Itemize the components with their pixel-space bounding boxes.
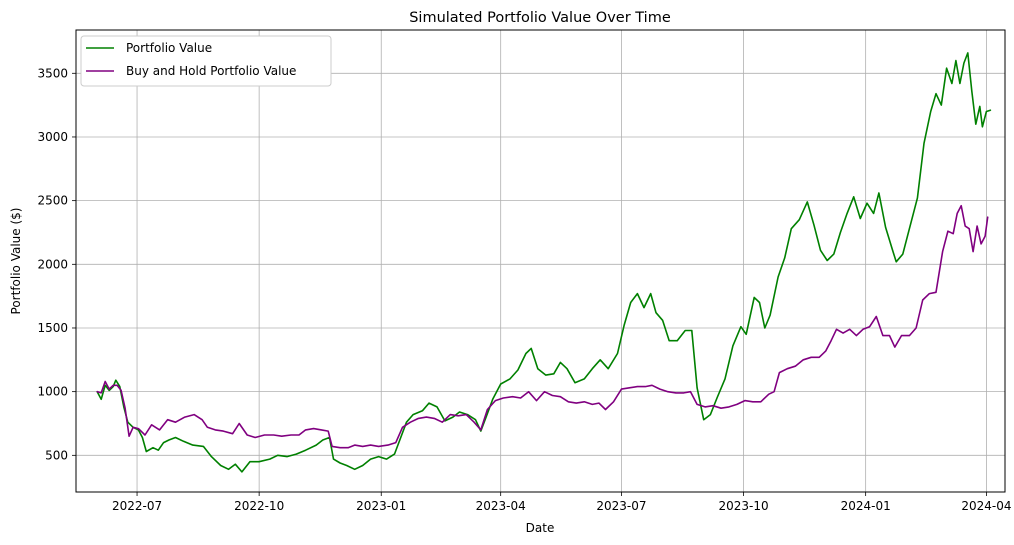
- x-tick-label: 2023-04: [476, 499, 526, 513]
- x-tick-label: 2022-10: [234, 499, 284, 513]
- legend-box: [80, 35, 332, 87]
- plot-frame: [75, 29, 1006, 493]
- legend: Portfolio Value Buy and Hold Portfolio V…: [80, 35, 332, 87]
- y-tick-label: 500: [45, 448, 68, 462]
- axis-ticks: 2022-07 2022-10 2023-01 2023-04 2023-07 2023-…: [37, 66, 1011, 513]
- y-tick-label: 1000: [37, 385, 68, 399]
- series-line-portfolio: [96, 52, 992, 473]
- y-tick-label: 3500: [37, 66, 68, 80]
- y-tick-label: 3000: [37, 130, 68, 144]
- y-tick-label: 2000: [37, 257, 68, 271]
- x-tick-label: 2023-07: [596, 499, 646, 513]
- x-tick-label: 2024-01: [841, 499, 891, 513]
- grid: [76, 30, 1005, 492]
- x-tick-label: 2024-04: [961, 499, 1011, 513]
- x-tick-label: 2022-07: [112, 499, 162, 513]
- legend-label-portfolio: Portfolio Value: [126, 41, 212, 55]
- chart-title: Simulated Portfolio Value Over Time: [409, 10, 671, 26]
- x-tick-label: 2023-01: [356, 499, 406, 513]
- series-line-buy-and-hold: [96, 204, 989, 449]
- y-axis-label: Portfolio Value ($): [9, 208, 23, 315]
- plot-lines: [96, 52, 992, 473]
- x-tick-label: 2023-10: [718, 499, 768, 513]
- y-tick-label: 1500: [37, 321, 68, 335]
- legend-label-buy-and-hold: Buy and Hold Portfolio Value: [126, 64, 296, 78]
- x-axis-label: Date: [526, 521, 555, 535]
- y-tick-label: 2500: [37, 194, 68, 208]
